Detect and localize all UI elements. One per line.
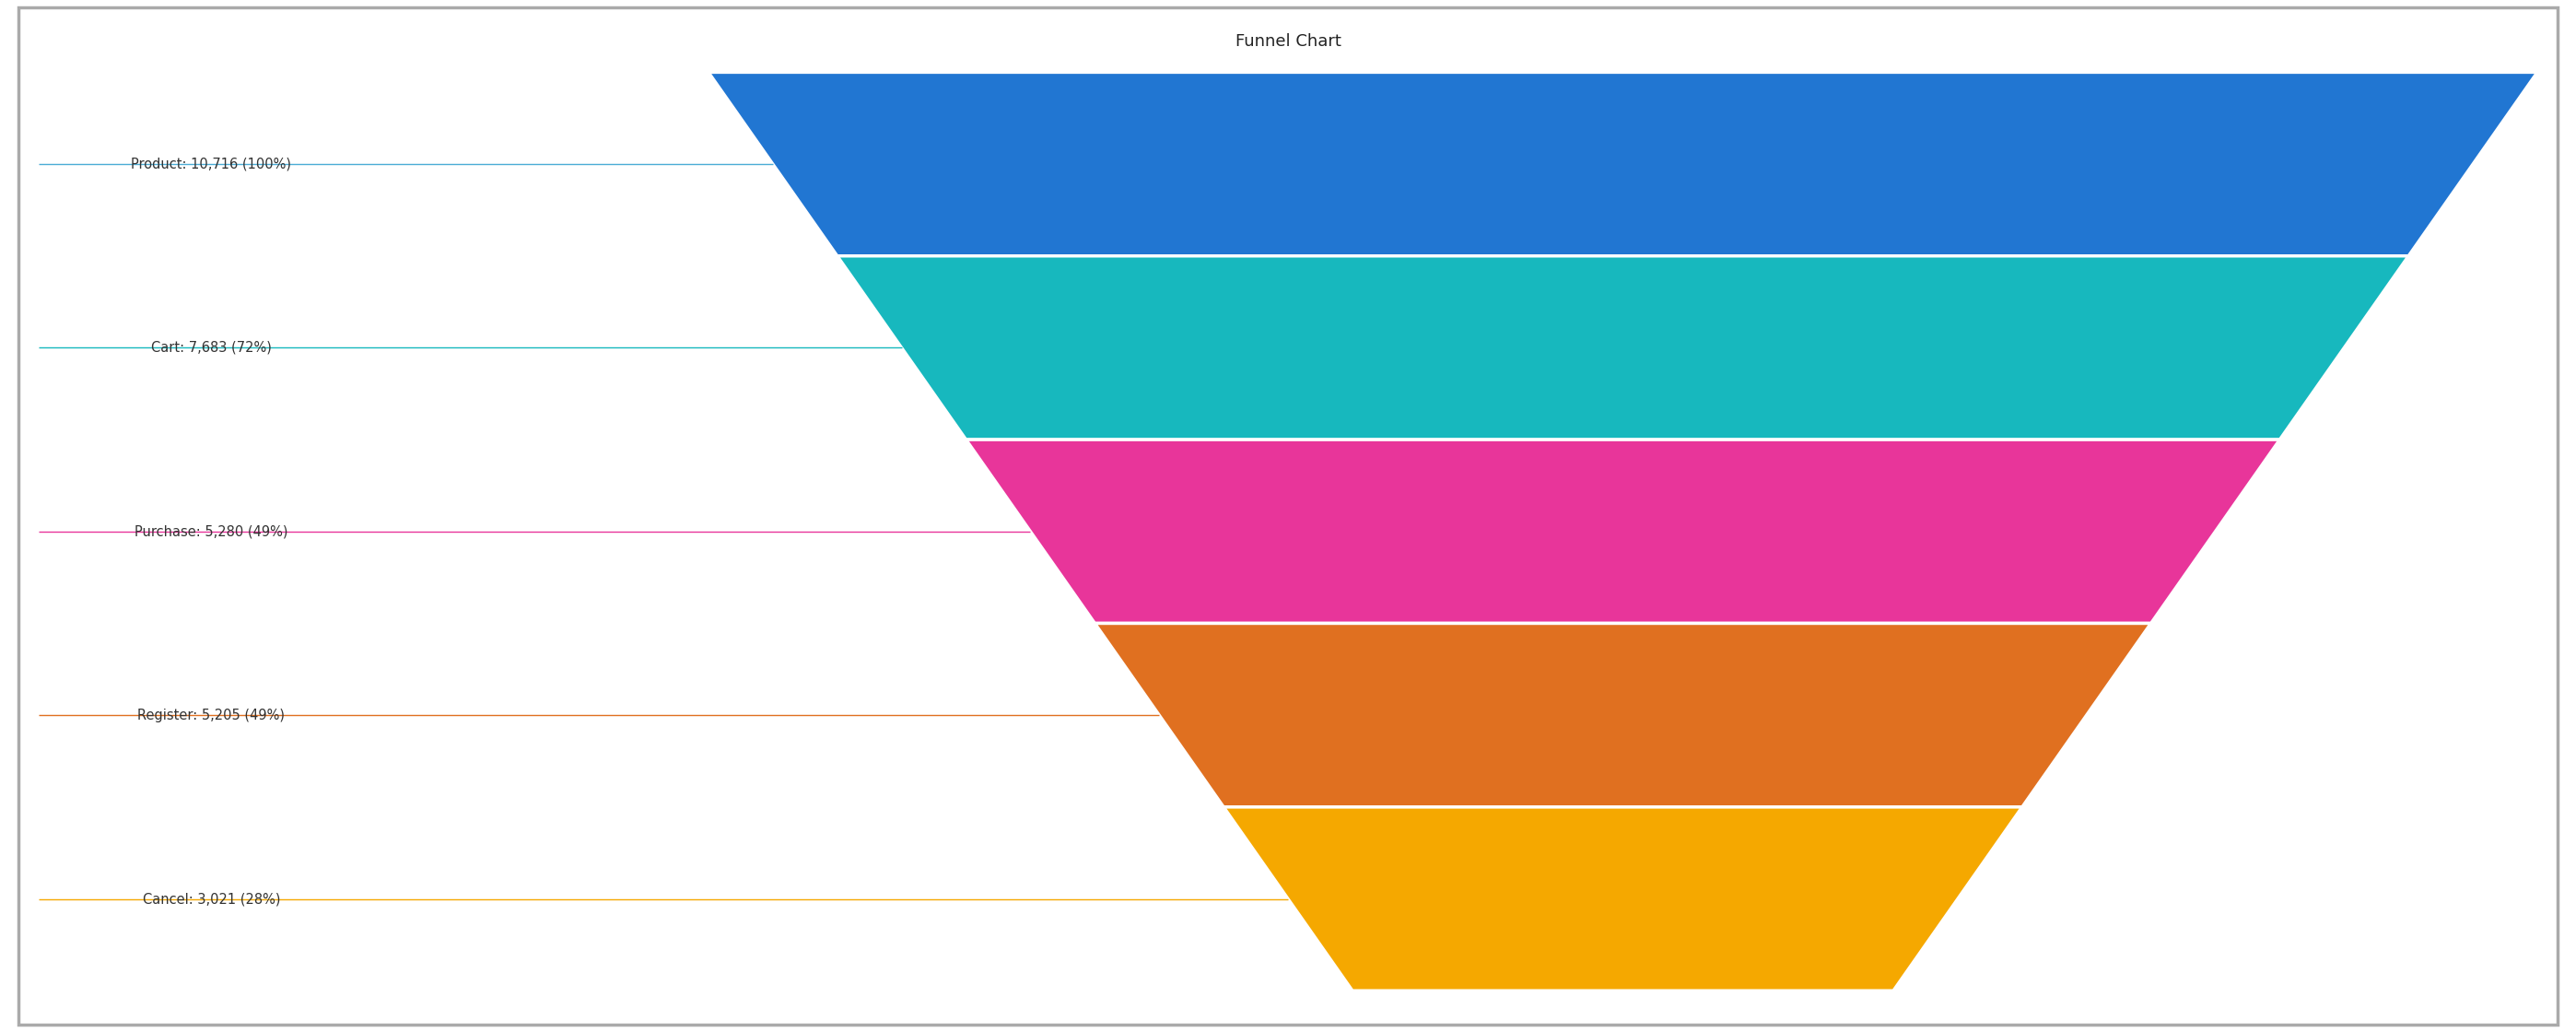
Polygon shape xyxy=(708,72,2537,256)
FancyBboxPatch shape xyxy=(18,7,2558,1025)
Text: Funnel Chart: Funnel Chart xyxy=(1234,33,1342,50)
Text: Purchase: 5,280 (49%): Purchase: 5,280 (49%) xyxy=(134,524,289,539)
Text: Register: 5,205 (49%): Register: 5,205 (49%) xyxy=(137,708,286,722)
Text: Cart: 7,683 (72%): Cart: 7,683 (72%) xyxy=(152,341,270,355)
Text: Product: 10,716 (100%): Product: 10,716 (100%) xyxy=(131,157,291,171)
Polygon shape xyxy=(1095,623,2151,807)
Polygon shape xyxy=(966,440,2280,623)
Polygon shape xyxy=(1224,807,2022,991)
Text: Cancel: 3,021 (28%): Cancel: 3,021 (28%) xyxy=(142,892,281,906)
Polygon shape xyxy=(837,256,2409,440)
